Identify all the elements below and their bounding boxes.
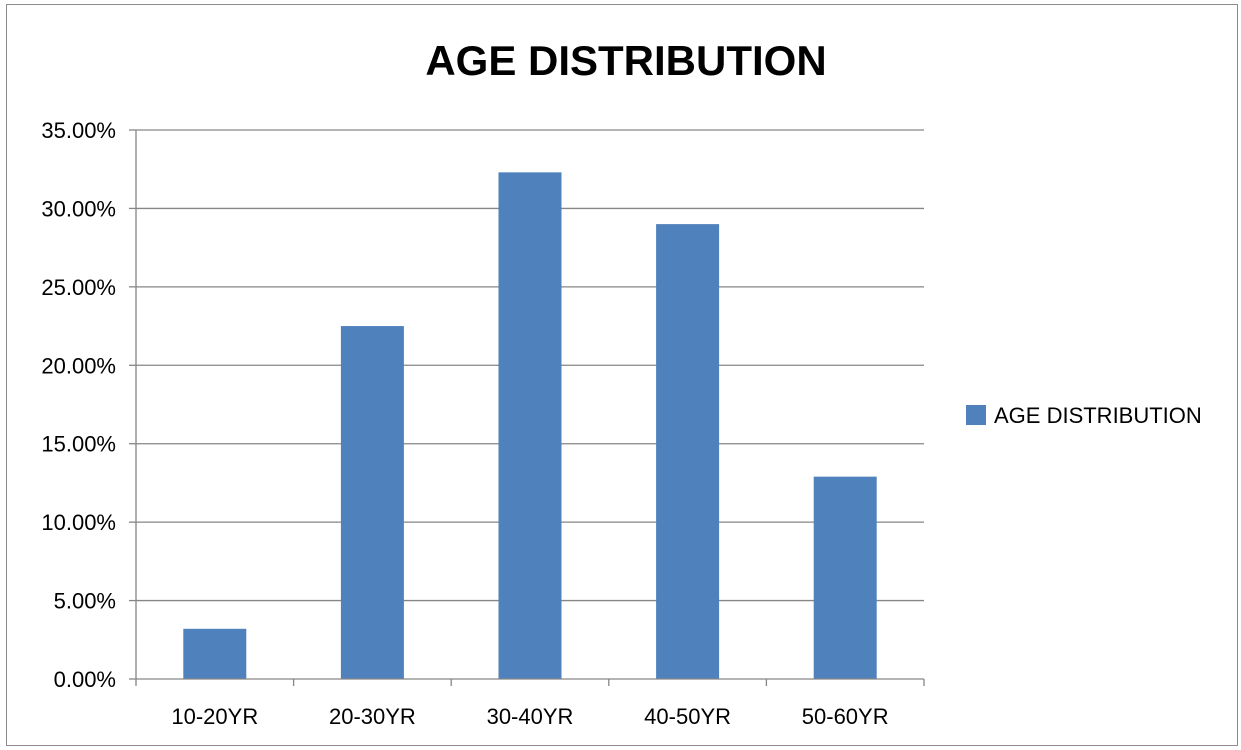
chart-frame <box>6 4 1238 746</box>
axes <box>129 129 925 686</box>
y-tick-label: 35.00% <box>41 118 116 143</box>
legend-swatch <box>966 405 986 425</box>
x-tick-label: 10-20YR <box>171 704 258 729</box>
x-tick-label: 40-50YR <box>644 704 731 729</box>
bar <box>183 628 247 679</box>
chart-title: AGE DISTRIBUTION <box>425 37 826 84</box>
x-tick-label: 50-60YR <box>802 704 889 729</box>
y-axis-tick-labels: 0.00% 5.00% 10.00% 15.00% 20.00% 25.00% 30.00%… <box>41 118 116 692</box>
y-tick-label: 25.00% <box>41 275 116 300</box>
y-tick-label: 5.00% <box>54 589 116 614</box>
bar <box>340 326 404 679</box>
x-tick-label: 20-30YR <box>329 704 416 729</box>
y-tick-label: 15.00% <box>41 432 116 457</box>
legend-label: AGE DISTRIBUTION <box>994 403 1202 428</box>
legend: AGE DISTRIBUTION <box>966 403 1202 428</box>
bar <box>498 172 562 679</box>
bars <box>183 172 877 679</box>
y-tick-label: 20.00% <box>41 353 116 378</box>
x-axis-tick-labels: 10-20YR 20-30YR 30-40YR 40-50YR 50-60YR <box>171 704 888 729</box>
x-tick-label: 30-40YR <box>487 704 574 729</box>
bar <box>656 224 720 679</box>
y-tick-label: 10.00% <box>41 510 116 535</box>
y-tick-label: 30.00% <box>41 196 116 221</box>
y-tick-label: 0.00% <box>54 667 116 692</box>
bar <box>813 476 877 679</box>
